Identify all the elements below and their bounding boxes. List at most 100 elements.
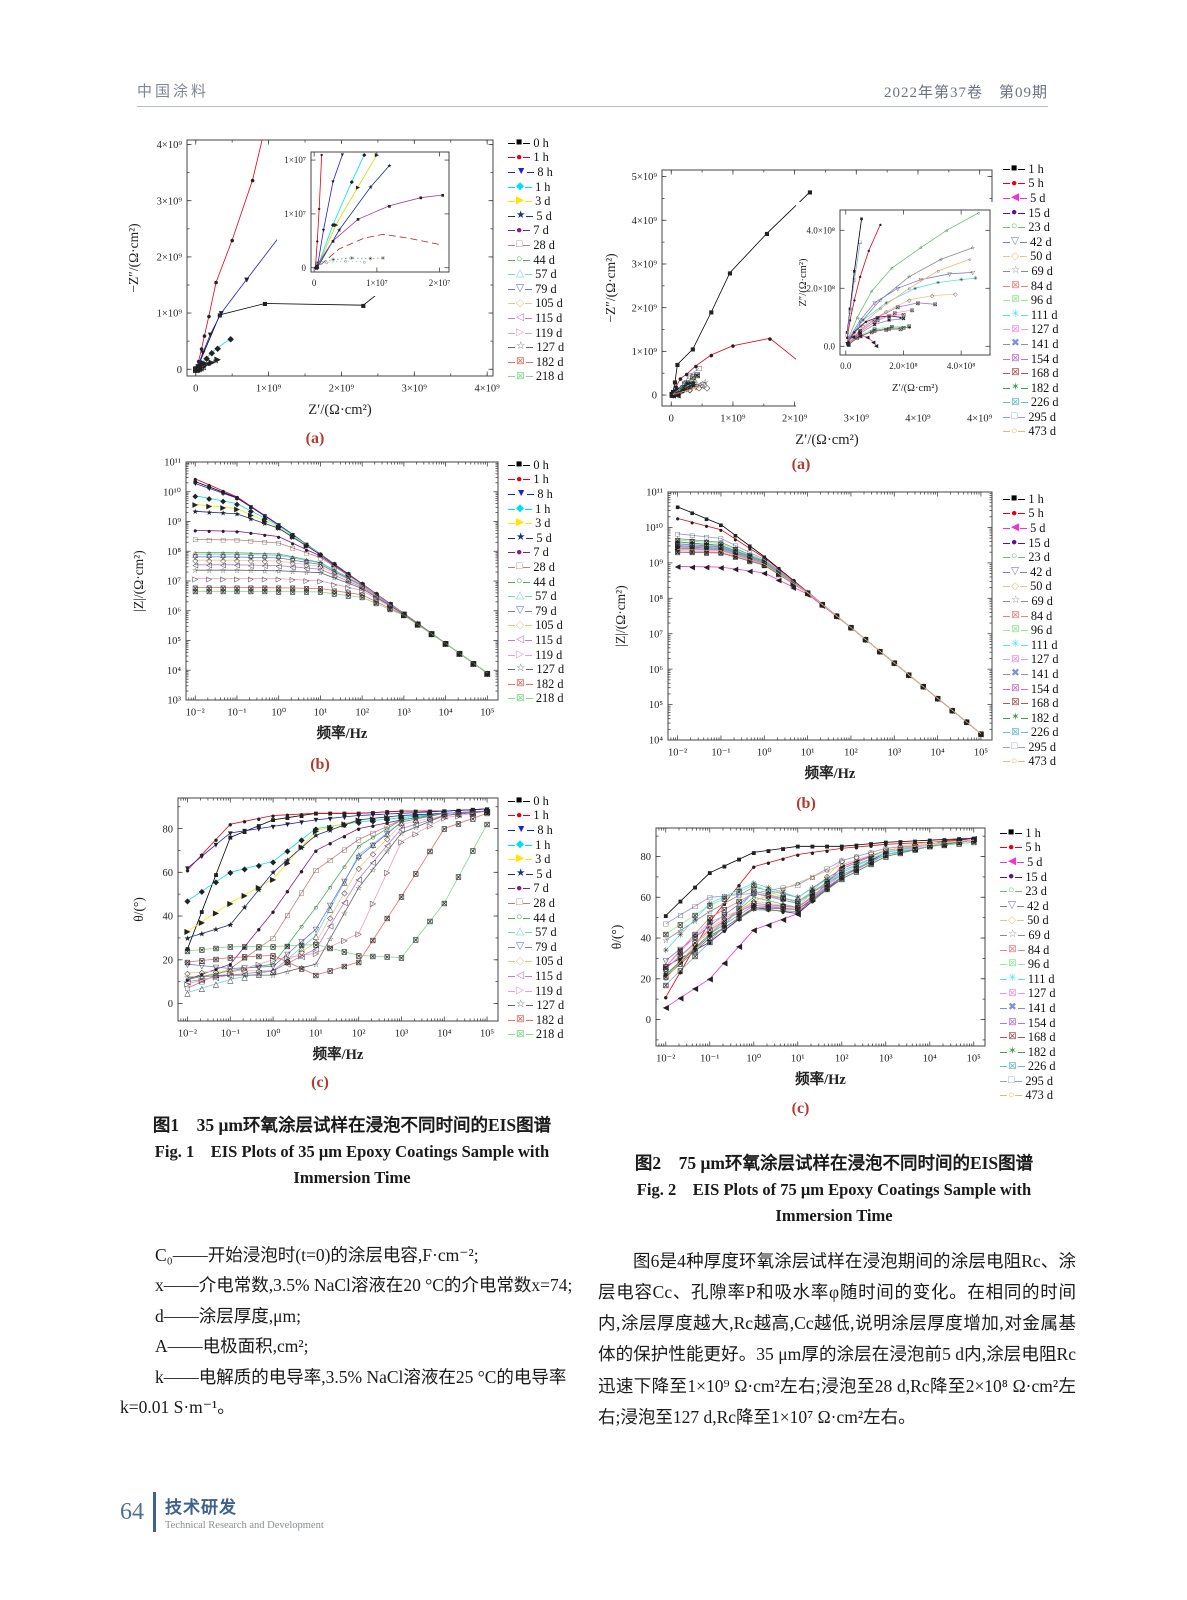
series-5h: ●●●●●● bbox=[846, 223, 883, 342]
svg-text:▷: ▷ bbox=[227, 969, 234, 978]
svg-text:○: ○ bbox=[968, 257, 971, 263]
legend-label: 96 d bbox=[1030, 293, 1053, 308]
svg-text:▶: ▶ bbox=[234, 504, 241, 513]
legend-label: 28 d bbox=[533, 895, 555, 910]
svg-text:⊠: ⊠ bbox=[933, 302, 938, 308]
fig1-caption-zh: 图1 35 μm环氧涂层试样在浸泡不同时间的EIS图谱 bbox=[152, 1115, 552, 1135]
legend-item: ● 15 d bbox=[1000, 870, 1055, 885]
svg-text:●: ● bbox=[318, 207, 321, 213]
svg-text:⊠: ⊠ bbox=[846, 343, 851, 349]
legend-marker: ✳ bbox=[1003, 309, 1028, 321]
svg-text:▽: ▽ bbox=[795, 899, 802, 908]
svg-text:○: ○ bbox=[221, 548, 226, 557]
legend-item: ◆ 1 h bbox=[508, 838, 564, 853]
svg-text:▽: ▽ bbox=[971, 270, 976, 276]
svg-text:◇: ◇ bbox=[484, 669, 491, 678]
svg-text:⊠: ⊠ bbox=[761, 558, 767, 567]
svg-text:■: ■ bbox=[485, 805, 490, 814]
svg-text:◁: ◁ bbox=[198, 362, 205, 372]
svg-text:▷: ▷ bbox=[197, 363, 204, 373]
svg-text:★: ★ bbox=[412, 811, 419, 820]
svg-text:◁: ◁ bbox=[304, 564, 311, 573]
svg-text:▽: ▽ bbox=[370, 841, 377, 850]
svg-text:10⁻²: 10⁻² bbox=[186, 708, 205, 719]
svg-text:⊠: ⊠ bbox=[869, 330, 874, 336]
svg-text:✶: ✶ bbox=[838, 875, 845, 884]
svg-text:◆: ◆ bbox=[331, 223, 336, 229]
svg-text:◆: ◆ bbox=[313, 825, 320, 834]
svg-text:○: ○ bbox=[328, 883, 333, 892]
svg-text:⊠: ⊠ bbox=[412, 870, 419, 879]
legend-item: ■ 1 h bbox=[1003, 492, 1058, 507]
svg-text:⊠: ⊠ bbox=[692, 939, 699, 948]
legend-label: 69 d bbox=[1028, 927, 1050, 942]
svg-text:□: □ bbox=[332, 562, 337, 571]
svg-text:☆: ☆ bbox=[824, 874, 831, 883]
svg-text:●: ● bbox=[899, 315, 902, 321]
svg-text:○: ○ bbox=[344, 259, 347, 265]
svg-text:✳: ✳ bbox=[884, 300, 889, 307]
svg-text:□: □ bbox=[456, 809, 461, 818]
svg-text:◁: ◁ bbox=[384, 841, 391, 850]
svg-text:▷: ▷ bbox=[206, 574, 213, 583]
svg-text:◇: ◇ bbox=[313, 938, 320, 947]
fig1a-xlabel: Z′/(Ω·cm²) bbox=[308, 402, 372, 418]
svg-text:0: 0 bbox=[193, 384, 198, 395]
svg-text:●: ● bbox=[678, 374, 683, 384]
svg-text:○: ○ bbox=[214, 970, 219, 979]
svg-text:●: ● bbox=[979, 730, 984, 739]
svg-text:⊠: ⊠ bbox=[721, 924, 728, 933]
series-8h: ▼▼▼▼▼▼▼▼▼▼▼▼▼▼▼▼▼▼▼▼▼▼ bbox=[184, 805, 492, 873]
svg-text:✳: ✳ bbox=[703, 545, 710, 554]
svg-text:☆: ☆ bbox=[441, 811, 448, 820]
svg-text:▼: ▼ bbox=[184, 864, 192, 873]
svg-text:■: ■ bbox=[221, 488, 226, 497]
svg-text:△: △ bbox=[227, 975, 234, 984]
svg-text:⊠: ⊠ bbox=[750, 903, 757, 912]
svg-text:○: ○ bbox=[299, 922, 304, 931]
svg-text:⊠: ⊠ bbox=[673, 388, 680, 398]
svg-text:◁: ◁ bbox=[276, 561, 283, 570]
legend-label: 96 d bbox=[1030, 623, 1053, 638]
svg-text:⊠: ⊠ bbox=[227, 943, 234, 952]
svg-text:●: ● bbox=[328, 839, 333, 848]
legend-marker: ☆ bbox=[1003, 596, 1029, 607]
svg-text:■: ■ bbox=[361, 300, 366, 310]
svg-text:★: ★ bbox=[248, 514, 255, 523]
legend-item: ■ 1 h bbox=[1000, 826, 1055, 841]
svg-text:▷: ▷ bbox=[256, 960, 263, 969]
svg-text:✖: ✖ bbox=[747, 555, 754, 564]
legend-item: ⊠ 84 d bbox=[1003, 279, 1058, 294]
svg-text:0: 0 bbox=[177, 365, 182, 376]
svg-text:⊠: ⊠ bbox=[747, 557, 753, 566]
legend-item: △ 57 d bbox=[508, 267, 564, 282]
svg-text:●: ● bbox=[913, 839, 918, 848]
legend-label: 295 d bbox=[1028, 409, 1057, 424]
legend-label: 168 d bbox=[1027, 1030, 1056, 1045]
svg-text:▼: ▼ bbox=[269, 822, 277, 831]
svg-text:■: ■ bbox=[733, 531, 738, 540]
svg-text:⊠: ⊠ bbox=[694, 370, 701, 380]
svg-text:●: ● bbox=[235, 493, 240, 502]
svg-text:◆: ◆ bbox=[214, 343, 221, 353]
series-182d: ⊠⊠⊠⊠⊠⊠⊠⊠⊠⊠⊠⊠⊠⊠⊠⊠⊠⊠⊠⊠⊠⊠ bbox=[192, 583, 490, 678]
svg-text:●: ● bbox=[342, 832, 347, 841]
svg-text:●: ● bbox=[413, 814, 418, 823]
svg-text:⊠: ⊠ bbox=[882, 850, 889, 859]
svg-text:▼: ▼ bbox=[312, 816, 320, 825]
svg-text:□: □ bbox=[859, 240, 863, 246]
svg-text:△: △ bbox=[213, 980, 220, 989]
svg-text:△: △ bbox=[441, 809, 448, 818]
svg-text:⊠: ⊠ bbox=[684, 382, 691, 392]
svg-text:◇: ◇ bbox=[234, 556, 241, 565]
svg-text:⊠: ⊠ bbox=[689, 372, 696, 382]
svg-text:▼: ▼ bbox=[283, 820, 291, 829]
svg-text:●: ● bbox=[485, 805, 490, 814]
svg-text:○: ○ bbox=[849, 623, 854, 632]
svg-text:◇: ◇ bbox=[675, 545, 682, 554]
svg-text:■: ■ bbox=[719, 520, 724, 529]
svg-text:▼: ▼ bbox=[219, 489, 226, 498]
svg-text:⊠: ⊠ bbox=[359, 591, 365, 600]
svg-text:○: ○ bbox=[707, 924, 712, 933]
definition-a: A——电极面积,cm²; bbox=[155, 1336, 309, 1357]
